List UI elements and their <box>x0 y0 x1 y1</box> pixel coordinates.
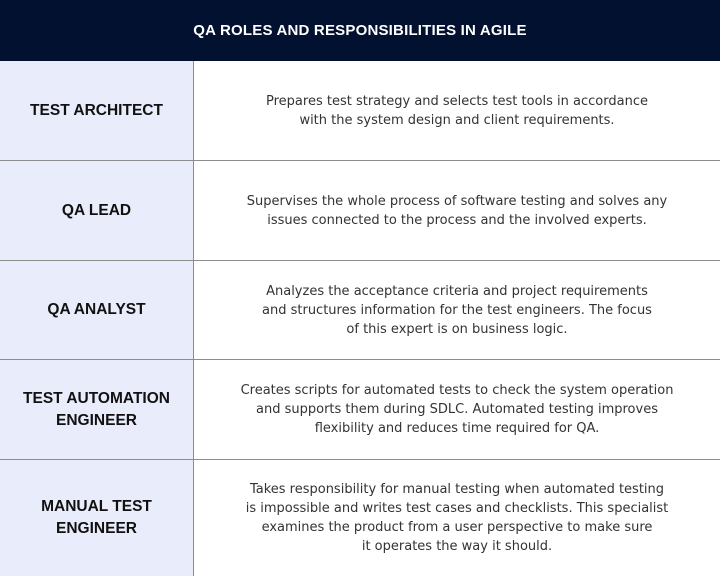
role-description: Takes responsibility for manual testing … <box>245 482 669 554</box>
table-row: MANUAL TEST ENGINEER Takes responsibilit… <box>0 460 720 576</box>
roles-table: TEST ARCHITECT Prepares test strategy an… <box>0 61 720 576</box>
role-name: MANUAL TEST ENGINEER <box>0 460 194 576</box>
role-description: Creates scripts for automated tests to c… <box>240 383 674 436</box>
table-title: QA ROLES AND RESPONSIBILITIES IN AGILE <box>0 0 720 61</box>
role-name: QA ANALYST <box>0 261 194 359</box>
role-description: Prepares test strategy and selects test … <box>266 93 648 128</box>
role-description: Supervises the whole process of software… <box>246 193 668 228</box>
table-row: TEST ARCHITECT Prepares test strategy an… <box>0 61 720 161</box>
table-row: TEST AUTOMATION ENGINEER Creates scripts… <box>0 360 720 460</box>
role-name: TEST AUTOMATION ENGINEER <box>0 360 194 459</box>
role-description: Analyzes the acceptance criteria and pro… <box>262 283 652 337</box>
table-row: QA LEAD Supervises the whole process of … <box>0 161 720 261</box>
table-row: QA ANALYST Analyzes the acceptance crite… <box>0 261 720 360</box>
role-name: QA LEAD <box>0 161 194 260</box>
role-name: TEST ARCHITECT <box>0 61 194 160</box>
